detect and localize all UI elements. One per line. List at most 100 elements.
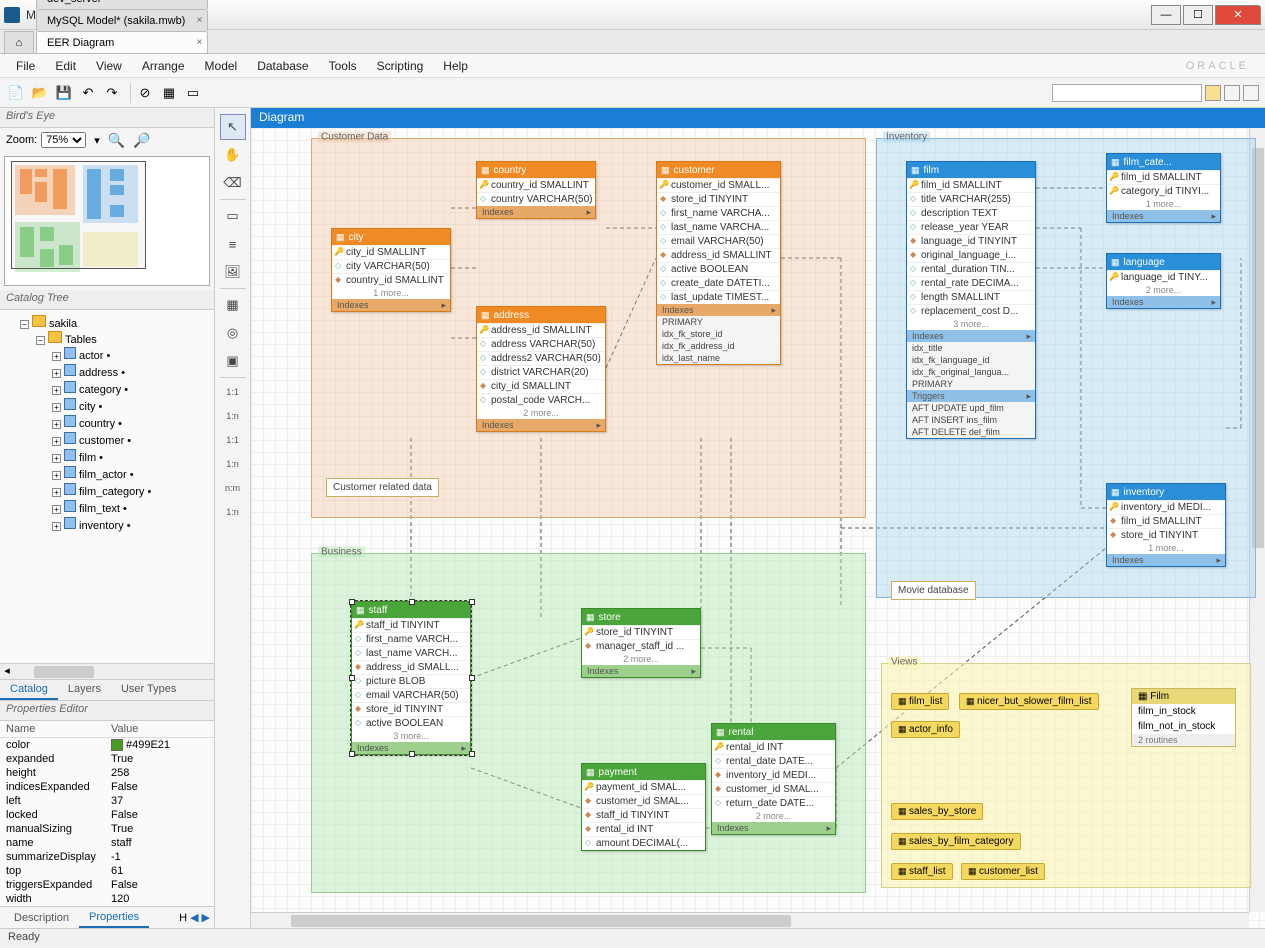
expand-icon[interactable]: +: [52, 386, 61, 395]
save-icon[interactable]: 💾: [54, 83, 74, 103]
palette-tool[interactable]: ◎: [220, 320, 246, 346]
table-column[interactable]: active BOOLEAN: [352, 716, 470, 730]
redo-icon[interactable]: ↷: [102, 83, 122, 103]
routine-item[interactable]: film_in_stock: [1132, 704, 1235, 719]
catalog-table[interactable]: customer •: [79, 435, 131, 447]
prop-value[interactable]: True: [105, 752, 214, 766]
prop-value[interactable]: -1: [105, 850, 214, 864]
doc-tab[interactable]: MySQL Model* (sakila.mwb)×: [36, 9, 208, 31]
catalog-tree[interactable]: −sakila −Tables +actor •+address •+categ…: [0, 310, 214, 663]
table-column[interactable]: email VARCHAR(50): [352, 688, 470, 702]
table-column[interactable]: store_id TINYINT: [582, 625, 700, 639]
prev-icon[interactable]: ◀: [190, 911, 198, 924]
menu-arrange[interactable]: Arrange: [132, 59, 195, 73]
tables-folder[interactable]: Tables: [65, 334, 97, 346]
table-column[interactable]: country_id SMALLINT: [332, 273, 450, 287]
expand-icon[interactable]: +: [52, 352, 61, 361]
table-header[interactable]: country: [477, 162, 595, 178]
diagram-canvas[interactable]: Customer DataCustomer related dataInvent…: [251, 128, 1265, 928]
close-button[interactable]: ✕: [1215, 5, 1261, 25]
expand-icon[interactable]: +: [52, 437, 61, 446]
table-language[interactable]: languagelanguage_id TINY...2 more...Inde…: [1106, 253, 1221, 309]
table-column[interactable]: length SMALLINT: [907, 290, 1035, 304]
table-column[interactable]: language_id TINY...: [1107, 270, 1220, 284]
table-section[interactable]: Indexes: [477, 419, 605, 431]
table-header[interactable]: city: [332, 229, 450, 245]
table-column[interactable]: store_id TINYINT: [657, 192, 780, 206]
tab-description[interactable]: Description: [4, 909, 79, 927]
zoom-in-icon[interactable]: 🔍: [108, 132, 125, 149]
resize-handle[interactable]: [469, 599, 475, 605]
table-column[interactable]: return_date DATE...: [712, 796, 835, 810]
palette-tool[interactable]: ▣: [220, 348, 246, 374]
routine-group[interactable]: ▦ Filmfilm_in_stockfilm_not_in_stock2 ro…: [1131, 688, 1236, 747]
prop-value[interactable]: staff: [105, 836, 214, 850]
table-section[interactable]: Indexes: [1107, 296, 1220, 308]
table-header[interactable]: film: [907, 162, 1035, 178]
table-header[interactable]: payment: [582, 764, 705, 780]
table-section[interactable]: Indexes: [332, 299, 450, 311]
catalog-table[interactable]: film_text •: [79, 503, 127, 515]
table-column[interactable]: last_name VARCHA...: [657, 220, 780, 234]
table-header[interactable]: customer: [657, 162, 780, 178]
catalog-table[interactable]: film •: [79, 452, 103, 464]
catalog-table[interactable]: country •: [79, 418, 122, 430]
palette-tool[interactable]: 1:1: [220, 429, 246, 451]
table-column[interactable]: description TEXT: [907, 206, 1035, 220]
table-column[interactable]: original_language_i...: [907, 248, 1035, 262]
table-city[interactable]: citycity_id SMALLINTcity VARCHAR(50)coun…: [331, 228, 451, 312]
table-store[interactable]: storestore_id TINYINTmanager_staff_id ..…: [581, 608, 701, 678]
table-column[interactable]: rental_date DATE...: [712, 754, 835, 768]
close-icon[interactable]: ×: [197, 37, 203, 48]
resize-handle[interactable]: [409, 599, 415, 605]
table-column[interactable]: picture BLOB: [352, 674, 470, 688]
palette-tool[interactable]: 1:n: [220, 501, 246, 523]
expand-icon[interactable]: +: [52, 471, 61, 480]
table-column[interactable]: address VARCHAR(50): [477, 337, 605, 351]
more-indicator[interactable]: 3 more...: [907, 318, 1035, 330]
palette-tool[interactable]: 🖼: [220, 259, 246, 285]
table-column[interactable]: country_id SMALLINT: [477, 178, 595, 192]
table-column[interactable]: customer_id SMALL...: [657, 178, 780, 192]
table-column[interactable]: first_name VARCHA...: [657, 206, 780, 220]
resize-handle[interactable]: [349, 675, 355, 681]
table-column[interactable]: title VARCHAR(255): [907, 192, 1035, 206]
table-payment[interactable]: paymentpayment_id SMAL...customer_id SMA…: [581, 763, 706, 851]
more-indicator[interactable]: 1 more...: [332, 287, 450, 299]
prop-value[interactable]: 37: [105, 794, 214, 808]
resize-handle[interactable]: [409, 751, 415, 757]
zoom-select[interactable]: 75%: [41, 132, 86, 148]
search-icon[interactable]: [1205, 85, 1221, 101]
view-sales_by_store[interactable]: sales_by_store: [891, 803, 983, 820]
notes-icon[interactable]: ▭: [183, 83, 203, 103]
validate-icon[interactable]: ⊘: [135, 83, 155, 103]
table-column[interactable]: city_id SMALLINT: [332, 245, 450, 259]
table-section[interactable]: Indexes: [582, 665, 700, 677]
table-column[interactable]: address_id SMALLINT: [477, 323, 605, 337]
menu-edit[interactable]: Edit: [45, 59, 86, 73]
layer-note[interactable]: Customer related data: [326, 478, 439, 497]
menu-help[interactable]: Help: [433, 59, 478, 73]
table-header[interactable]: inventory: [1107, 484, 1225, 500]
table-film[interactable]: filmfilm_id SMALLINTtitle VARCHAR(255)de…: [906, 161, 1036, 439]
table-column[interactable]: last_name VARCH...: [352, 646, 470, 660]
palette-tool[interactable]: ✋: [220, 142, 246, 168]
prop-value[interactable]: 258: [105, 766, 214, 780]
open-icon[interactable]: 📂: [30, 83, 50, 103]
table-section[interactable]: Indexes: [657, 304, 780, 316]
search-input[interactable]: [1052, 84, 1202, 102]
minimize-button[interactable]: —: [1151, 5, 1181, 25]
palette-tool[interactable]: ▦: [220, 292, 246, 318]
expand-icon[interactable]: +: [52, 369, 61, 378]
table-section[interactable]: Indexes: [1107, 554, 1225, 566]
birds-eye-view[interactable]: [4, 156, 210, 286]
table-column[interactable]: inventory_id MEDI...: [1107, 500, 1225, 514]
palette-tool[interactable]: ⌫: [220, 170, 246, 196]
table-column[interactable]: postal_code VARCH...: [477, 393, 605, 407]
view-actor_info[interactable]: actor_info: [891, 721, 960, 738]
resize-handle[interactable]: [349, 599, 355, 605]
more-indicator[interactable]: 2 more...: [1107, 284, 1220, 296]
table-header[interactable]: film_cate...: [1107, 154, 1220, 170]
table-column[interactable]: last_update TIMEST...: [657, 290, 780, 304]
expand-icon[interactable]: +: [52, 420, 61, 429]
